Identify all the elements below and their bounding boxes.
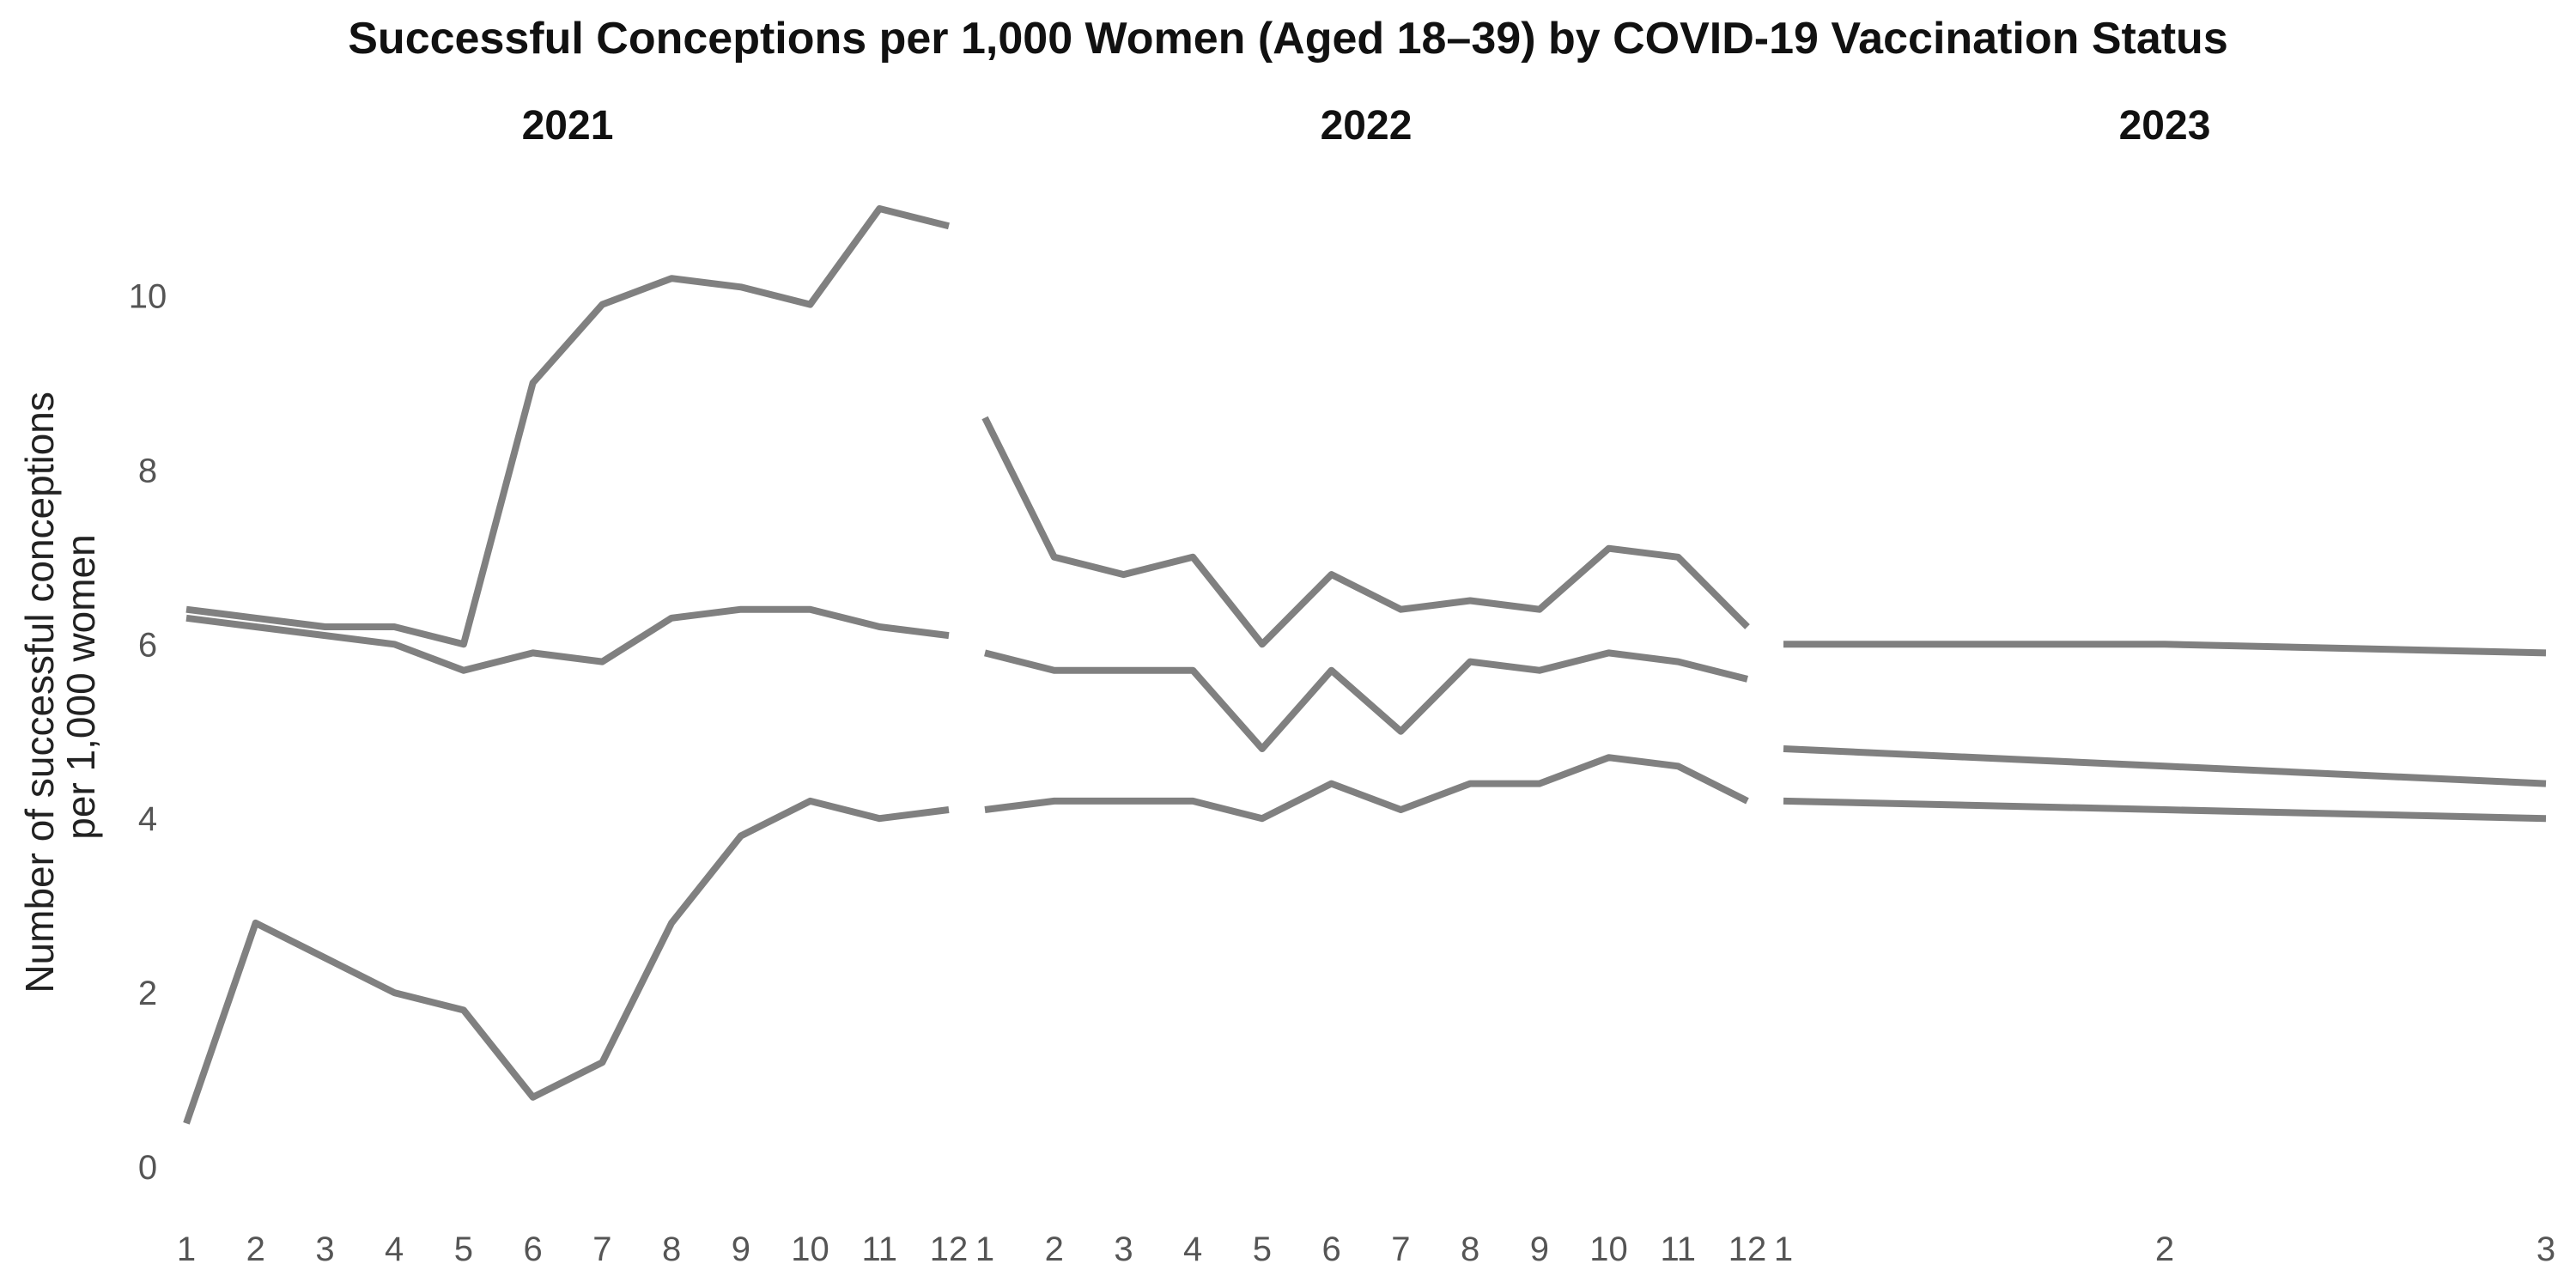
panel-title: 2021	[522, 103, 614, 149]
x-tick-label: 9	[732, 1230, 750, 1268]
x-tick-label: 10	[791, 1230, 829, 1268]
x-tick-label: 4	[1183, 1230, 1202, 1268]
x-tick-label: 8	[1461, 1230, 1479, 1268]
x-tick-label: 6	[524, 1230, 543, 1268]
x-tick-label: 6	[1322, 1230, 1341, 1268]
x-tick-label: 3	[315, 1230, 334, 1268]
x-tick-label: 12	[930, 1230, 969, 1268]
series-line-1	[1783, 641, 2547, 657]
chart-title: Successful Conceptions per 1,000 Women (…	[348, 14, 2227, 64]
x-tick-label: 11	[862, 1230, 898, 1268]
y-tick-label: 8	[138, 452, 157, 489]
series-line-2	[984, 649, 1748, 752]
y-tick-label: 6	[138, 626, 157, 664]
x-tick-label: 2	[2155, 1230, 2174, 1268]
panel-title: 2023	[2119, 103, 2211, 149]
x-tick-label: 9	[1530, 1230, 1549, 1268]
x-tick-label: 7	[592, 1230, 611, 1268]
y-axis-label-line-1: Number of successful conceptions	[17, 392, 62, 993]
x-tick-label: 3	[2537, 1230, 2555, 1268]
y-tick-label: 0	[138, 1149, 157, 1187]
x-tick-label: 8	[662, 1230, 681, 1268]
series-line-3	[984, 754, 1749, 823]
x-tick-label: 5	[1253, 1230, 1272, 1268]
x-tick-label: 3	[1114, 1230, 1133, 1268]
x-tick-label: 4	[385, 1230, 404, 1268]
y-tick-label: 2	[138, 975, 157, 1012]
panel-2023: 2023 1 2 3	[1774, 103, 2555, 1268]
series-line-1	[185, 205, 950, 648]
x-tick-label: 2	[246, 1230, 265, 1268]
x-tick-label: 2	[1045, 1230, 1064, 1268]
series-line-3	[183, 797, 950, 1125]
y-axis-label: Number of successful conceptions per 1,0…	[17, 380, 103, 993]
x-tick-label: 1	[1774, 1230, 1793, 1268]
x-tick-label: 5	[454, 1230, 473, 1268]
y-axis-label-line-2: per 1,000 women	[58, 534, 103, 839]
series-line-2	[1783, 745, 2547, 787]
x-tick-label: 12	[1728, 1230, 1767, 1268]
panel-title: 2022	[1321, 103, 1413, 149]
y-tick-label: 10	[129, 277, 167, 315]
x-tick-label: 10	[1589, 1230, 1628, 1268]
series-line-2	[185, 605, 950, 674]
series-line-1	[981, 416, 1750, 648]
x-tick-label: 7	[1391, 1230, 1410, 1268]
x-tick-label: 1	[177, 1230, 196, 1268]
y-tick-label: 4	[138, 800, 157, 838]
series-line-3	[1783, 797, 2547, 823]
x-tick-label: 1	[975, 1230, 994, 1268]
y-axis-ticks: 0 2 4 6 8 10	[129, 277, 167, 1187]
x-tick-label: 11	[1661, 1230, 1697, 1268]
